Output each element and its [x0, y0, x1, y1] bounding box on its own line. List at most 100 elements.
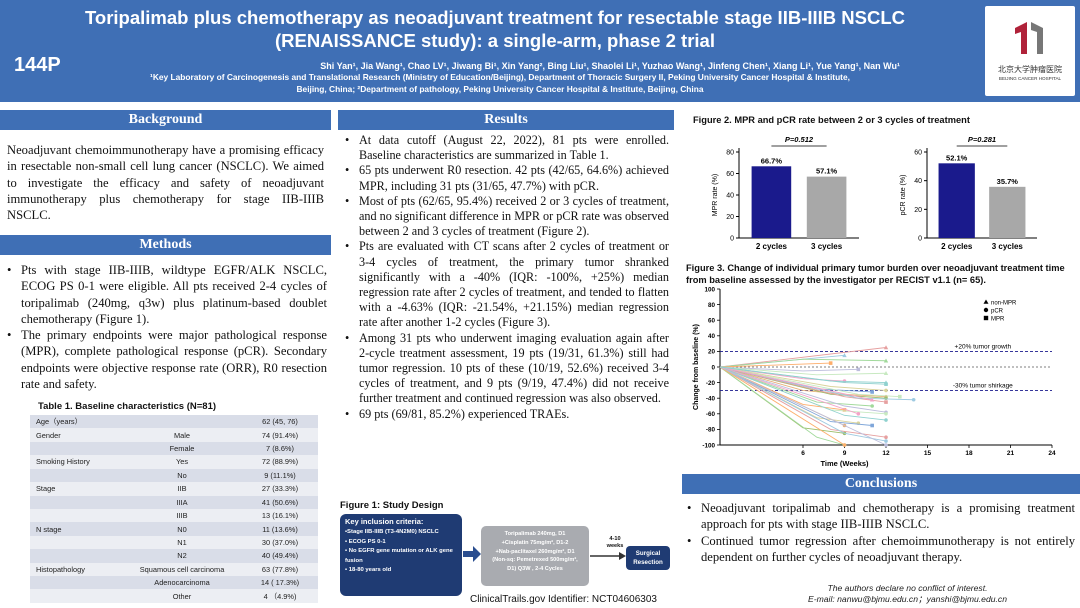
table-cell-subgroup: Adenocarcinoma — [122, 576, 242, 590]
conclusions-list: Neoadjuvant toripalimab and chemotherapy… — [687, 500, 1075, 565]
affiliation-line-2: Beijing, China; ²Department of pathology… — [296, 83, 704, 94]
mpr-marker — [870, 423, 874, 428]
inclusion-criteria-box: Key inclusion criteria: •Stage IIB-IIIB … — [340, 514, 462, 596]
table-row: Gender Male 74 (91.4%) — [30, 428, 318, 442]
criteria-item: •Stage IIB-IIIB (T3-4N2M0) NSCLC — [345, 529, 439, 536]
table-cell-value: 4 （4.9%) — [242, 589, 318, 603]
treatment-line: +Cisplatin 75mg/m², D1-2 — [501, 539, 569, 546]
table-row: Adenocarcinoma 14 ( 17.3%) — [30, 576, 318, 590]
table-cell-subgroup: N0 — [122, 522, 242, 536]
results-list: At data cutoff (August 22, 2022), 81 pts… — [345, 133, 669, 422]
authors: Shi Yan¹, Jia Wang¹, Chao LV¹, Jiwang Bi… — [320, 61, 900, 71]
table-row: Female 7 (8.6%) — [30, 441, 318, 456]
y-tick-label: 100 — [704, 286, 715, 293]
y-tick-label: 60 — [914, 150, 922, 157]
table-cell-category — [30, 576, 122, 590]
treatment-box: Toripalimab 240mg, D1 +Cisplatin 75mg/m²… — [481, 526, 589, 586]
conclusions-bullet: Neoadjuvant toripalimab and chemotherapy… — [687, 500, 1075, 533]
baseline-table: Age（years） 62 (45, 76) Gender Male 74 (91.4%… — [30, 415, 318, 603]
y-tick-label: -80 — [706, 427, 716, 434]
logo-text-cn: 北京大学肿瘤医院 — [998, 65, 1062, 74]
background-text: Neoadjuvant chemoimmunotherapy have a pr… — [7, 143, 324, 223]
table-row: Smoking History Yes 72 (88.9%) — [30, 455, 318, 469]
affiliations: ¹Key Laboratory of Carcinogenesis and Tr… — [100, 72, 900, 95]
y-tick-label: 80 — [708, 302, 716, 309]
results-bullet: At data cutoff (August 22, 2022), 81 pts… — [345, 133, 669, 163]
background-heading: Background — [0, 110, 331, 130]
x-tick-label: 18 — [965, 450, 973, 457]
table-cell-value: 63 (77.8%) — [242, 562, 318, 577]
pcr-marker — [842, 443, 847, 447]
legend-label: MPR — [991, 316, 1005, 322]
poster-header: 144P Toripalimab plus chemotherapy as ne… — [0, 0, 1080, 102]
figure1-title: Figure 1: Study Design — [340, 500, 444, 511]
patient-line — [719, 347, 887, 368]
patient-line — [719, 366, 845, 411]
category-label: 2 cycles — [941, 242, 973, 251]
bar-data-label: 35.7% — [997, 177, 1019, 186]
table-row: IIIA 41 (50.6%) — [30, 495, 318, 509]
table-cell-value: 72 (88.9%) — [242, 455, 318, 469]
pcr-marker — [884, 443, 888, 447]
y-tick-label: 40 — [708, 333, 716, 340]
table-cell-value: 62 (45, 76) — [242, 415, 318, 429]
table-cell-category: Histopathology — [30, 562, 122, 577]
patient-line — [719, 362, 831, 368]
y-tick-label: 80 — [726, 150, 734, 157]
table-cell-value: 40 (49.4%) — [242, 549, 318, 563]
p-value-annotation: P=0.281 — [968, 135, 996, 144]
pcr-marker — [884, 439, 888, 443]
reference-line-label: -30% tumor shirkage — [953, 382, 1013, 389]
trial-identifier: ClinicalTrails.gov Identifier: NCT046063… — [470, 594, 657, 605]
category-label: 3 cycles — [992, 242, 1024, 251]
weeks-label: 4-10 weeks — [606, 536, 624, 549]
patient-line — [719, 366, 900, 398]
title-line-1: Toripalimab plus chemotherapy as neoadju… — [84, 7, 906, 28]
table-row: Other 4 （4.9%) — [30, 589, 318, 603]
bar — [751, 166, 792, 238]
table-cell-category — [30, 535, 122, 550]
patient-line — [719, 366, 887, 438]
table-row: N2 40 (49.4%) — [30, 549, 318, 563]
y-tick-label: 20 — [726, 214, 734, 221]
mpr-marker — [828, 361, 833, 365]
table-cell-subgroup: Squamous cell carcinoma — [122, 562, 242, 577]
treatment-line: Toripalimab 240mg, D1 — [504, 531, 566, 537]
non-mpr-marker — [883, 345, 889, 350]
non-mpr-marker — [842, 353, 847, 358]
table-cell-category — [30, 495, 122, 509]
patient-line — [719, 366, 859, 415]
category-label: 3 cycles — [811, 242, 843, 251]
non-mpr-marker — [883, 358, 889, 363]
reference-line-label: +20% tumor growth — [955, 343, 1012, 350]
patient-line — [719, 366, 873, 407]
conclusions-heading: Conclusions — [682, 474, 1080, 494]
patient-line — [719, 366, 887, 413]
x-tick-label: 24 — [1048, 450, 1056, 457]
results-bullet: 65 pts underwent R0 resection. 42 pts (4… — [345, 163, 669, 193]
table-cell-subgroup: Other — [122, 589, 242, 603]
table-cell-category — [30, 508, 122, 523]
y-axis-label: pCR rate (%) — [900, 175, 907, 216]
surgery-box: Surgical Resection — [626, 546, 670, 570]
mpr-marker — [870, 390, 874, 394]
disclaimer: The authors declare no conflict of inter… — [800, 583, 1015, 605]
mpr-marker — [898, 394, 902, 399]
mpr-chart: 0 20 40 60 80 MPR rate (%) 66.7% 2 cycles 57.1% 3… — [712, 135, 859, 251]
y-tick-label: 0 — [711, 364, 715, 371]
table-row: N1 30 (37.0%) — [30, 535, 318, 550]
table-row: No 9 (11.1%) — [30, 468, 318, 483]
bar — [989, 186, 1026, 238]
y-tick-label: -20 — [706, 380, 716, 387]
table-cell-subgroup: No — [122, 468, 242, 483]
pcr-marker — [884, 388, 888, 393]
methods-bullet: Pts with stage IIB-IIIB, wildtype EGFR/A… — [7, 262, 327, 327]
pcr-marker — [884, 418, 888, 422]
hospital-logo: 北京大学肿瘤医院 BEIJING CANCER HOSPITAL — [985, 6, 1075, 96]
y-tick-label: 0 — [730, 236, 734, 243]
patient-line — [719, 366, 887, 446]
p-value-annotation: P=0.512 — [785, 135, 814, 144]
logo-text-en: BEIJING CANCER HOSPITAL — [998, 76, 1062, 81]
table-row: Stage IIB 27 (33.3%) — [30, 482, 318, 496]
table-cell-value: 41 (50.6%) — [242, 495, 318, 509]
